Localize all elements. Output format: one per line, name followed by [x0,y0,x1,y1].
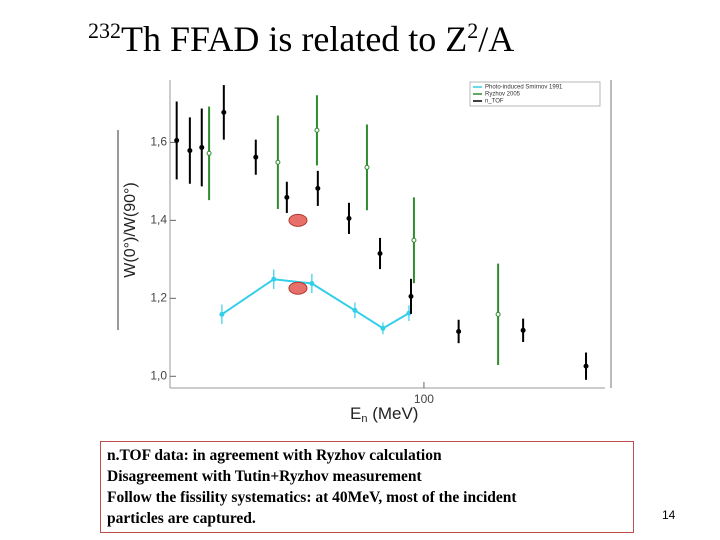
data-point [495,311,501,317]
data-point [253,154,259,160]
legend-box [469,81,601,107]
data-point [408,293,414,299]
data-point [271,276,277,282]
y-tick-label: 1,4 [150,213,167,227]
data-point [275,159,281,165]
legend-label: Ryzhov 2005 [485,92,521,98]
y-axis-label: W(0°)/W(90°) [122,182,139,277]
x-label-sub: n [361,413,367,425]
x-axis-label: En (MeV) [350,404,418,424]
data-point [187,148,193,154]
data-point [456,328,462,334]
x-tick-label: 100 [414,392,434,406]
note-line: particles are captured. [107,510,256,527]
series-line [221,278,410,330]
x-label-unit: (MeV) [367,404,418,423]
data-point [520,327,526,333]
data-point [380,325,386,331]
legend-label: n_TOF [485,99,504,105]
data-point [315,185,321,191]
note-line: Follow the fissility systematics: at 40M… [107,489,517,506]
page-number: 14 [662,508,676,522]
y-tick-label: 1,0 [150,368,167,382]
data-point [219,311,225,317]
highlight-marker [288,281,308,295]
data-point [411,237,417,243]
data-point [221,109,227,115]
note-line: Disagreement with Tutin+Ryzhov measureme… [107,468,422,485]
slide-title: 232Th FFAD is related to Z2/A [88,18,515,59]
note-line: n.TOF data: in agreement with Ryzhov cal… [107,447,442,464]
x-label-main: E [350,404,361,423]
note-box: n.TOF data: in agreement with Ryzhov cal… [100,441,634,533]
highlight-marker [288,213,308,227]
legend-label: Photo-induced Smirnov 1991 [485,85,563,91]
plot-area [118,80,605,400]
data-point [346,215,352,221]
data-point [284,194,290,200]
data-point [199,144,205,150]
y-tick-label: 1,2 [150,291,167,305]
y-tick-label: 1,6 [150,135,167,149]
data-point [352,307,358,313]
data-point [314,127,320,133]
data-point [309,281,315,287]
data-point [377,250,383,256]
data-point [206,150,212,156]
data-point [364,164,370,170]
data-point [583,363,589,369]
data-point [174,137,180,143]
